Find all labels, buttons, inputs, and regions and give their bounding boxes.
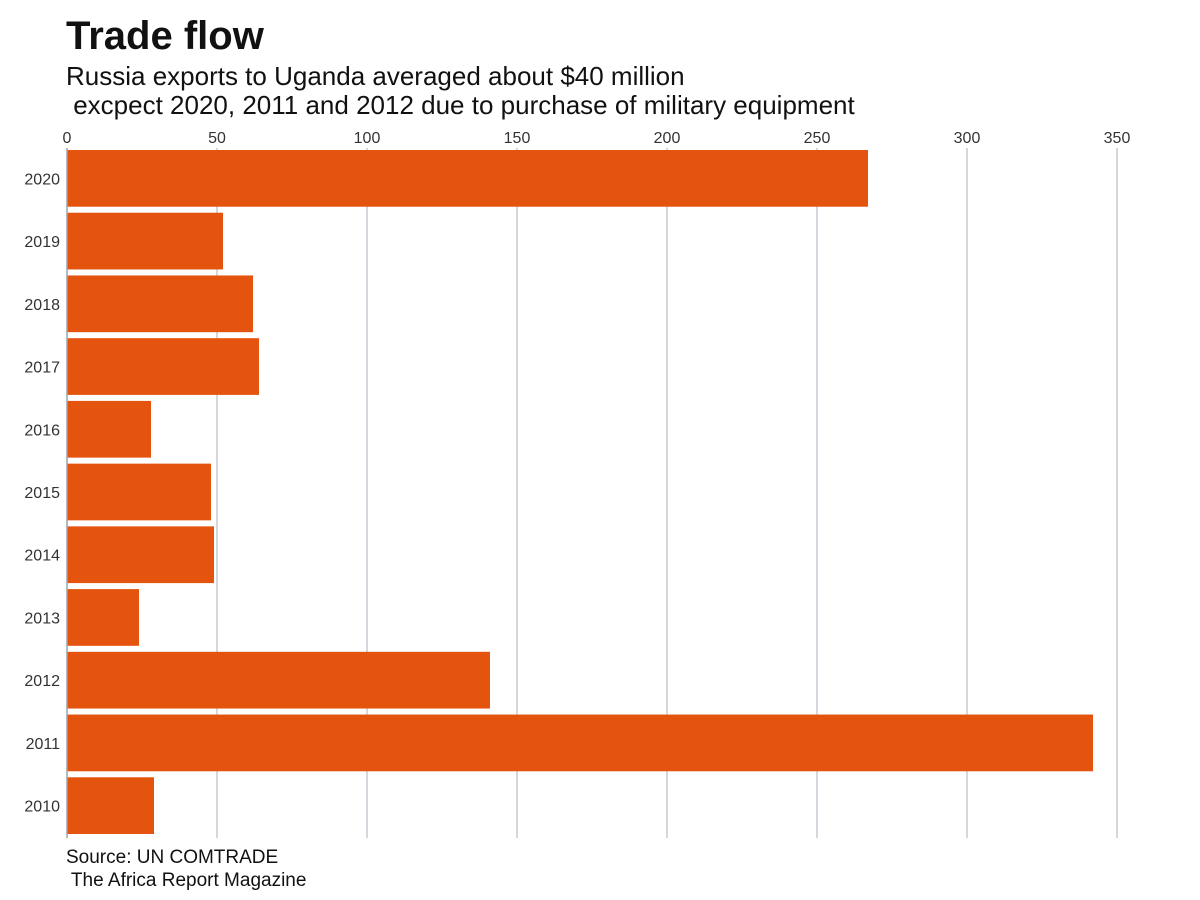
bar-2014: [67, 526, 214, 584]
y-tick-label: 2020: [24, 171, 60, 188]
bar-2015: [67, 463, 211, 521]
bar-2017: [67, 338, 259, 395]
bar-2020: [67, 150, 868, 207]
x-tick-label: 150: [504, 130, 531, 147]
y-tick-label: 2018: [24, 297, 60, 314]
y-tick-label: 2012: [24, 673, 60, 690]
y-tick-label: 2019: [24, 234, 60, 251]
bar-2011: [67, 714, 1093, 772]
source-note: Source: UN COMTRADE The Africa Report Ma…: [66, 847, 307, 891]
x-tick-label: 350: [1104, 130, 1131, 147]
x-tick-label: 300: [954, 130, 981, 147]
y-axis-labels: 2020 2019 2018 2017 2016 2015 2014 2013 2012 2011…: [24, 171, 60, 815]
x-tick-label: 200: [654, 130, 681, 147]
y-tick-label: 2010: [24, 799, 60, 816]
bar-2013: [67, 589, 139, 646]
y-tick-label: 2016: [24, 422, 60, 439]
x-tick-label: 250: [804, 130, 831, 147]
x-tick-label: 50: [208, 130, 226, 147]
y-tick-label: 2014: [24, 548, 60, 565]
y-tick-label: 2011: [26, 736, 61, 753]
y-tick-label: 2013: [24, 610, 60, 627]
x-tick-label: 0: [63, 130, 72, 147]
x-tick-label: 100: [354, 130, 381, 147]
bar-2010: [67, 777, 154, 834]
bar-2019: [67, 212, 223, 270]
chart-subtitle: Russia exports to Uganda averaged about …: [66, 61, 855, 120]
y-tick-label: 2015: [24, 485, 60, 502]
y-tick-label: 2017: [24, 360, 60, 377]
bar-2012: [67, 651, 490, 709]
bar-2018: [67, 275, 253, 333]
x-axis-ticks: 0 50 100 150 200 250 300 350: [63, 130, 1131, 147]
chart-title: Trade flow: [66, 14, 264, 58]
bar-2016: [67, 400, 151, 458]
bars: [67, 150, 1093, 834]
